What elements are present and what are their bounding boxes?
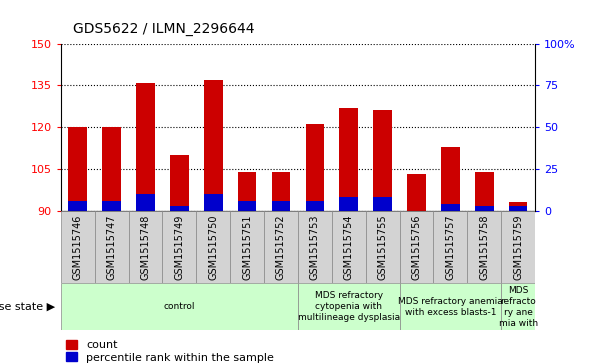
Bar <box>365 211 399 283</box>
Bar <box>272 200 290 211</box>
Text: GSM1515755: GSM1515755 <box>378 214 388 280</box>
Bar <box>509 202 527 211</box>
Bar <box>475 172 494 211</box>
Bar <box>230 211 264 283</box>
Text: MDS
refracto
ry ane
mia with: MDS refracto ry ane mia with <box>499 286 537 328</box>
Bar <box>509 205 527 211</box>
Bar <box>170 205 188 211</box>
Bar <box>501 283 535 330</box>
Text: GSM1515749: GSM1515749 <box>174 214 184 280</box>
Bar <box>373 197 392 211</box>
Bar <box>204 194 223 211</box>
Bar <box>306 200 324 211</box>
Text: GSM1515754: GSM1515754 <box>344 214 354 280</box>
Text: disease state ▶: disease state ▶ <box>0 302 55 312</box>
Bar <box>407 174 426 211</box>
Bar <box>339 107 358 211</box>
Bar <box>69 127 87 211</box>
Text: control: control <box>164 302 195 311</box>
Bar <box>399 283 501 330</box>
Text: GSM1515758: GSM1515758 <box>479 214 489 280</box>
Bar <box>61 211 95 283</box>
Bar <box>136 194 155 211</box>
Text: GSM1515750: GSM1515750 <box>208 214 218 280</box>
Bar <box>61 283 298 330</box>
Bar <box>238 172 257 211</box>
Bar <box>196 211 230 283</box>
Bar <box>332 211 365 283</box>
Bar <box>306 124 324 211</box>
Text: MDS refractory
cytopenia with
multilineage dysplasia: MDS refractory cytopenia with multilinea… <box>298 291 400 322</box>
Bar <box>298 211 332 283</box>
Bar <box>204 80 223 211</box>
Bar <box>95 211 128 283</box>
Bar <box>170 155 188 211</box>
Bar <box>475 205 494 211</box>
Bar <box>339 197 358 211</box>
Bar <box>373 110 392 211</box>
Bar <box>128 211 162 283</box>
Bar <box>69 200 87 211</box>
Text: MDS refractory anemia
with excess blasts-1: MDS refractory anemia with excess blasts… <box>398 297 503 317</box>
Bar <box>162 211 196 283</box>
Text: GSM1515759: GSM1515759 <box>513 214 523 280</box>
Bar <box>468 211 501 283</box>
Legend: count, percentile rank within the sample: count, percentile rank within the sample <box>66 339 274 363</box>
Text: GDS5622 / ILMN_2296644: GDS5622 / ILMN_2296644 <box>73 22 255 36</box>
Text: GSM1515748: GSM1515748 <box>140 214 151 280</box>
Bar <box>238 200 257 211</box>
Bar <box>434 211 468 283</box>
Text: GSM1515752: GSM1515752 <box>276 214 286 280</box>
Bar <box>441 204 460 211</box>
Bar <box>136 82 155 211</box>
Text: GSM1515747: GSM1515747 <box>106 214 117 280</box>
Text: GSM1515746: GSM1515746 <box>73 214 83 280</box>
Text: GSM1515753: GSM1515753 <box>310 214 320 280</box>
Bar <box>501 211 535 283</box>
Bar <box>441 147 460 211</box>
Text: GSM1515756: GSM1515756 <box>412 214 421 280</box>
Text: GSM1515751: GSM1515751 <box>242 214 252 280</box>
Bar <box>399 211 434 283</box>
Bar <box>102 200 121 211</box>
Bar <box>298 283 399 330</box>
Bar <box>102 127 121 211</box>
Text: GSM1515757: GSM1515757 <box>445 214 455 280</box>
Bar <box>272 172 290 211</box>
Bar <box>264 211 298 283</box>
